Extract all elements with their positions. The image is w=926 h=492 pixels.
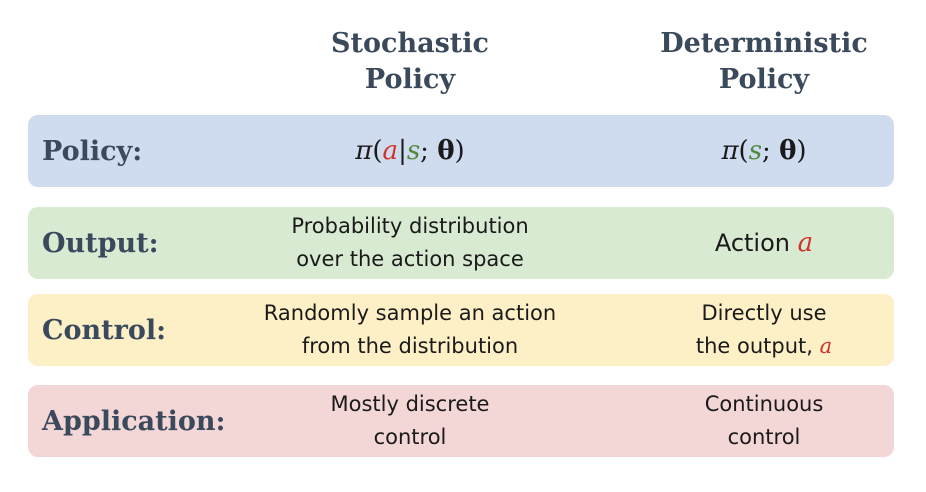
formula-pi: π (721, 135, 739, 166)
stochastic-output-line1: Probability distribution (291, 214, 529, 238)
stochastic-application-line2: control (373, 425, 447, 449)
formula-semicolon: ; (420, 135, 429, 166)
output-row: Output: Probability distribution over th… (28, 207, 894, 279)
stochastic-header-line2: Policy (364, 64, 456, 95)
stochastic-policy-header: Stochastic Policy (290, 26, 530, 98)
deterministic-header-line1: Deterministic (660, 28, 868, 59)
formula-close-paren: ) (454, 135, 465, 166)
deterministic-application-line2: control (727, 425, 801, 449)
stochastic-formula: π(a|s; θ) (355, 135, 464, 168)
formula-var-s: s (406, 135, 421, 166)
formula-semicolon: ; (762, 135, 771, 166)
control-row: Control: Randomly sample an action from … (28, 294, 894, 366)
stochastic-control-cell: Randomly sample an action from the distr… (260, 294, 560, 366)
deterministic-policy-header: Deterministic Policy (644, 26, 884, 98)
formula-theta: θ (437, 135, 455, 166)
stochastic-policy-formula: π(a|s; θ) (260, 115, 560, 187)
application-row: Application: Mostly discrete control Con… (28, 385, 894, 457)
policy-row: Policy: π(a|s; θ) π(s; θ) (28, 115, 894, 187)
deterministic-application-line1: Continuous (704, 392, 824, 416)
policy-row-label: Policy: (42, 135, 143, 167)
stochastic-application-line1: Mostly discrete (330, 392, 490, 416)
stochastic-control-line2: from the distribution (301, 334, 519, 358)
formula-theta: θ (779, 135, 797, 166)
deterministic-output-var-a: a (797, 227, 814, 258)
deterministic-header-line2: Policy (718, 64, 810, 95)
stochastic-application-cell: Mostly discrete control (260, 385, 560, 457)
stochastic-control-line1: Randomly sample an action (263, 301, 557, 325)
formula-pi: π (355, 135, 373, 166)
deterministic-policy-formula: π(s; θ) (614, 115, 914, 187)
deterministic-formula: π(s; θ) (721, 135, 806, 168)
deterministic-output-cell: Action a (614, 207, 914, 279)
formula-close-paren: ) (796, 135, 807, 166)
stochastic-output-line2: over the action space (296, 247, 524, 271)
application-row-label: Application: (42, 405, 226, 437)
deterministic-application-cell: Continuous control (614, 385, 914, 457)
stochastic-output-cell: Probability distribution over the action… (260, 207, 560, 279)
deterministic-control-cell: Directly use the output, a (614, 294, 914, 366)
formula-var-a: a (382, 135, 399, 166)
deterministic-control-line2: the output, a (696, 330, 832, 363)
formula-bar: | (398, 135, 407, 166)
formula-open-paren: ( (738, 135, 749, 166)
stochastic-header-line1: Stochastic (331, 28, 489, 59)
deterministic-control-line2-text: the output, (695, 334, 813, 358)
deterministic-control-line1: Directly use (701, 301, 827, 325)
output-row-label: Output: (42, 227, 159, 259)
control-row-label: Control: (42, 314, 167, 346)
formula-var-s: s (748, 135, 763, 166)
deterministic-output-text: Action (714, 228, 790, 257)
formula-open-paren: ( (372, 135, 383, 166)
deterministic-control-var-a: a (819, 334, 833, 358)
deterministic-output-line: Action a (715, 227, 813, 260)
